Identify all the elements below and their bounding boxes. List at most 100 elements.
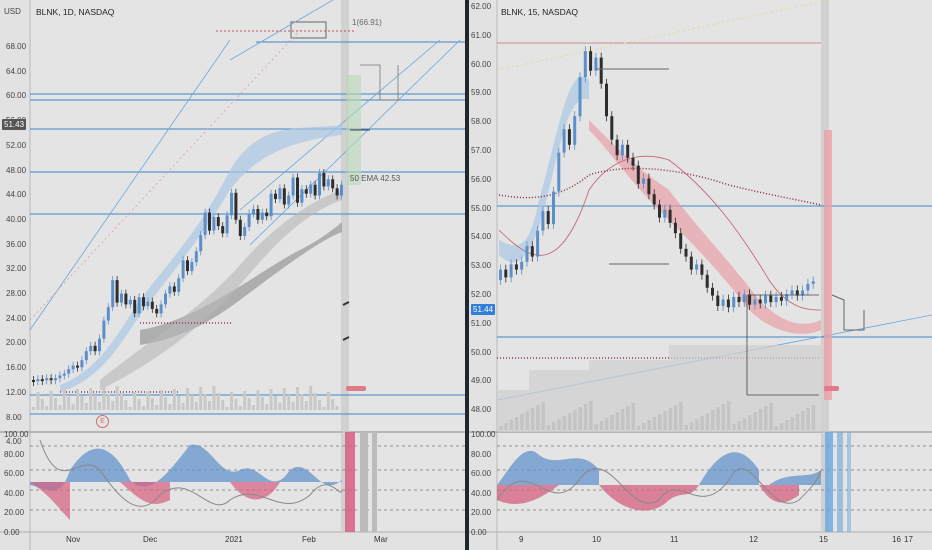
candle: [194, 251, 198, 263]
chart-pane-15min[interactable]: BLNK, 15, NASDAQ 62.00 61.00 60.00 59.00 58.…: [469, 0, 932, 550]
volume-bar: [137, 399, 141, 410]
candle: [238, 219, 242, 236]
oscillator-axis-label: 20.00: [471, 508, 492, 517]
volume-bar: [785, 420, 789, 430]
volume-bar: [98, 402, 101, 410]
time-axis-label: Nov: [66, 535, 81, 544]
volume-bar: [208, 401, 211, 410]
candle: [499, 269, 502, 280]
volume-bar: [594, 424, 598, 430]
time-axis-label: Dec: [143, 535, 158, 544]
candle: [541, 211, 545, 231]
candle: [732, 296, 736, 308]
volume-bar: [89, 388, 93, 410]
candle: [40, 379, 44, 382]
candle: [282, 188, 286, 205]
projection-steps: [831, 294, 865, 331]
volume-bar: [620, 409, 625, 430]
volume-bar: [774, 426, 779, 430]
volume-bar: [589, 401, 593, 430]
price-axis-label: 28.00: [6, 289, 27, 298]
volume-bar: [172, 389, 176, 410]
volume-bar: [530, 408, 535, 430]
time-axis-label: 9: [519, 535, 524, 544]
volume-bar: [525, 411, 529, 430]
volume-bar: [36, 392, 40, 410]
price-axis-label: 61.00: [471, 30, 492, 40]
candle: [583, 51, 587, 78]
candle: [774, 296, 778, 303]
price-axis-label: 59.00: [471, 88, 492, 98]
candle: [610, 116, 614, 140]
candle: [525, 246, 529, 262]
oscillator-axis-label: 20.00: [4, 508, 25, 517]
volume-bar: [274, 396, 277, 410]
last-price-tag: 51.43: [2, 119, 27, 130]
daily-chart-canvas[interactable]: [0, 0, 465, 550]
marker: [342, 301, 350, 306]
candle: [111, 280, 115, 308]
volume-bar: [282, 388, 286, 410]
moving-average: [498, 155, 822, 311]
earnings-marker[interactable]: E: [96, 415, 109, 428]
price-axis-label: 62.00: [471, 2, 492, 11]
candle: [133, 299, 137, 314]
price-axis-label: 44.00: [6, 190, 27, 200]
volume-bar: [322, 407, 326, 410]
candle: [711, 287, 714, 296]
candle: [54, 378, 57, 381]
volume-bar: [181, 403, 185, 410]
currency-label: USD: [4, 7, 21, 16]
trend-channel-line: [239, 39, 441, 211]
volume-bar: [177, 396, 181, 410]
volume-bar: [684, 425, 688, 430]
price-axis-label: 60.00: [471, 59, 492, 69]
candle: [737, 296, 741, 303]
volume-bar: [541, 402, 545, 430]
candle: [36, 379, 40, 382]
volume-bar: [546, 425, 551, 430]
candle: [705, 274, 709, 288]
pane-divider[interactable]: [465, 0, 469, 550]
candle: [742, 294, 746, 303]
price-axis-label: 49.00: [471, 376, 492, 386]
volume-bar: [726, 401, 731, 430]
candle: [203, 212, 207, 236]
candle: [769, 295, 773, 303]
candle: [626, 144, 630, 158]
candle: [269, 193, 273, 217]
candle: [557, 152, 561, 192]
time-axis-label: Feb: [302, 535, 316, 544]
candle: [695, 264, 699, 270]
candle: [115, 280, 119, 303]
candle: [594, 57, 598, 71]
price-axis-label: 4.00: [6, 437, 22, 447]
oscillator-axis-label: 100.00: [4, 430, 29, 439]
volume-bar: [159, 390, 163, 410]
trend-line-dashed: [29, 29, 301, 321]
candle: [76, 365, 79, 368]
volume-bar: [610, 415, 614, 430]
volume-bar: [742, 418, 747, 430]
time-axis-label: 12: [749, 535, 758, 544]
ema-ribbon-blue: [499, 76, 589, 263]
candle: [199, 235, 203, 252]
volume-bar: [146, 391, 150, 410]
time-axis-label: Mar: [374, 535, 388, 544]
volume-bar: [164, 397, 167, 410]
intraday-chart-canvas[interactable]: [469, 0, 932, 550]
osc-area-blue: [497, 450, 821, 485]
volume-bar: [216, 393, 220, 410]
volume-bar: [194, 402, 198, 410]
volume-bar: [536, 405, 540, 430]
volume-bar: [67, 397, 71, 410]
volume-bar: [84, 403, 88, 410]
volume-bar: [124, 400, 128, 410]
candle: [89, 345, 93, 352]
oscillator-axis-label: 100.00: [471, 430, 496, 439]
trend-line-dashed: [496, 0, 830, 71]
candle: [520, 261, 524, 270]
chart-pane-daily[interactable]: BLNK, 1D, NASDAQ USD 68.0064.0060.0056.0…: [0, 0, 465, 550]
osc-signal: [39, 439, 343, 507]
volume-bar: [636, 426, 641, 430]
